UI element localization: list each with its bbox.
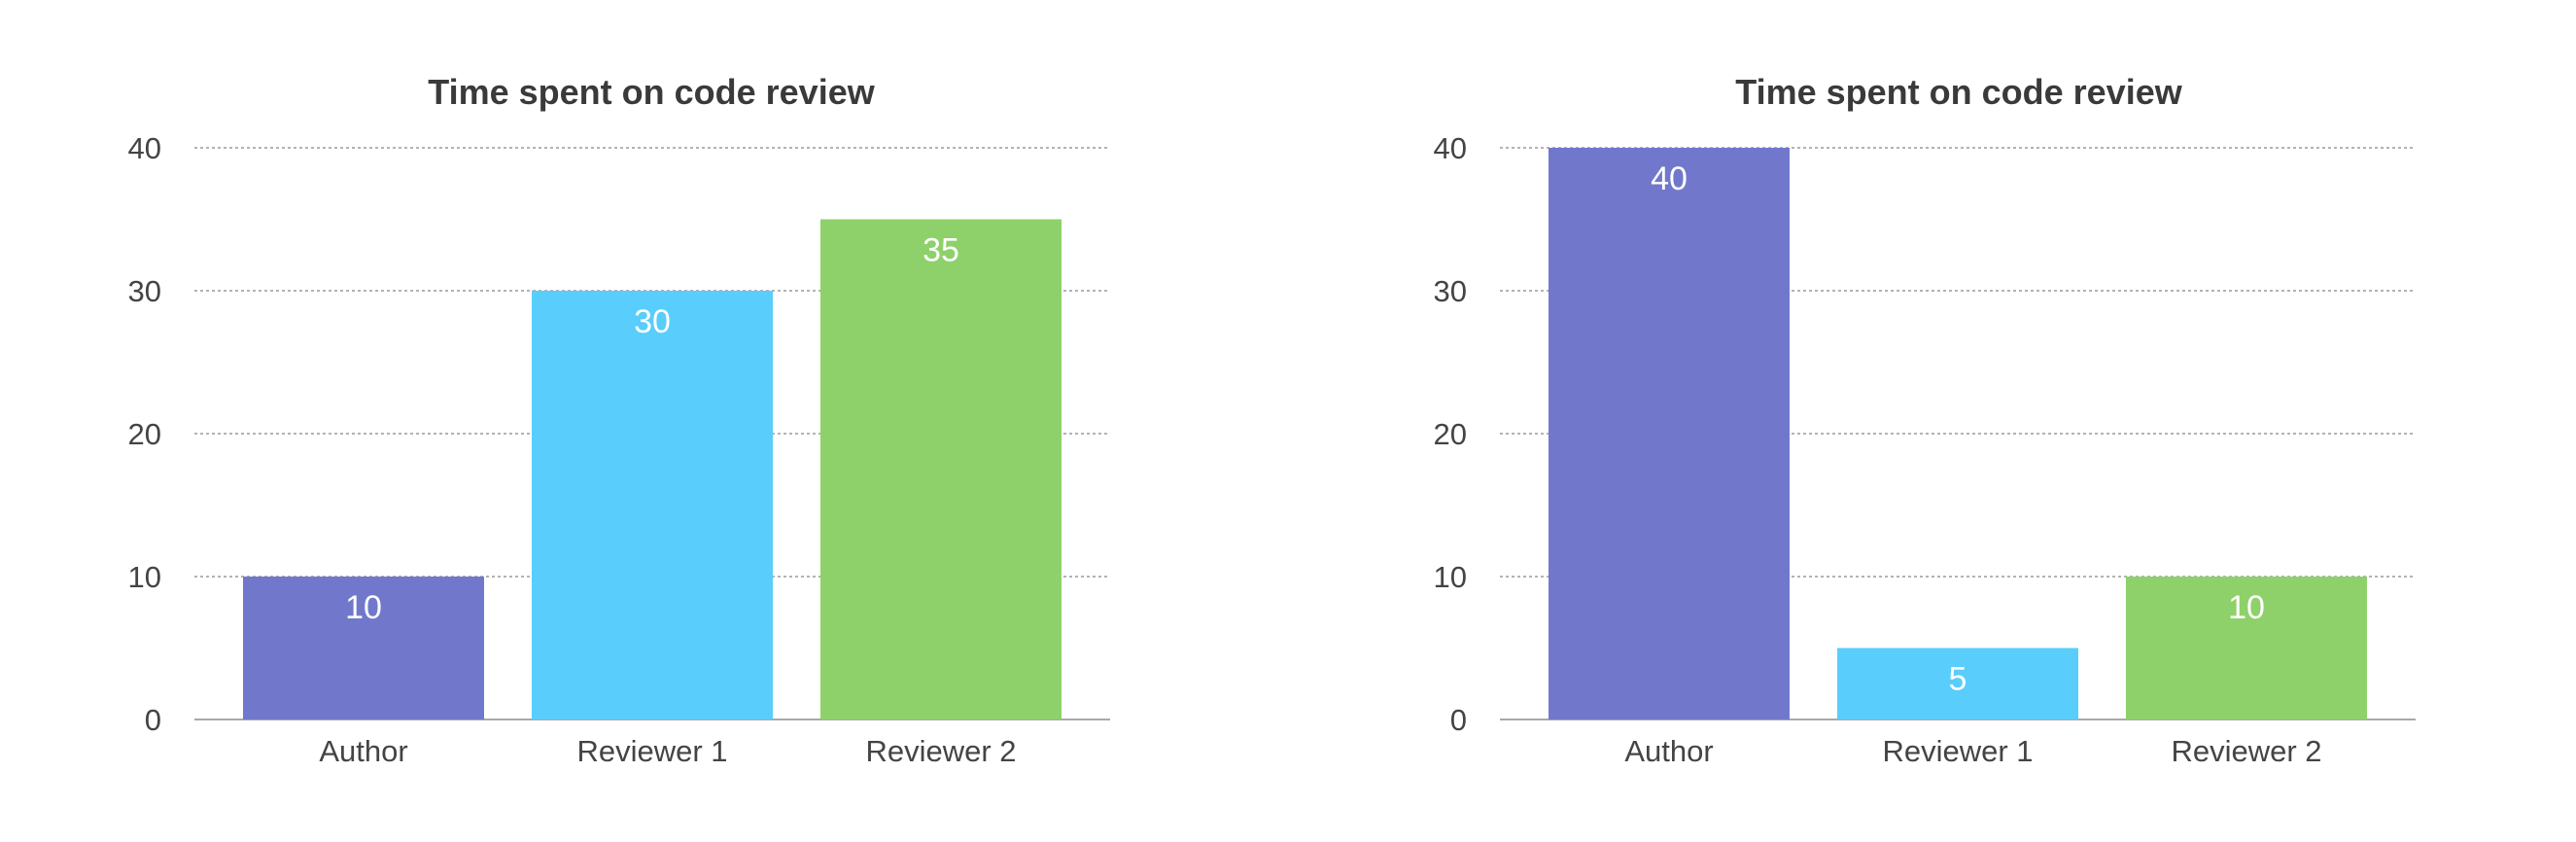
bar-chart-left: Time spent on code review 0 10 20 30 40 10 Aut… bbox=[128, 72, 1110, 768]
x-category-label: Reviewer 1 bbox=[1882, 734, 2033, 768]
y-tick-label: 10 bbox=[128, 560, 161, 594]
chart-title: Time spent on code review bbox=[1735, 72, 2182, 112]
x-category-label: Author bbox=[319, 734, 407, 768]
y-tick-label: 30 bbox=[1434, 274, 1467, 308]
y-tick-label: 30 bbox=[128, 274, 161, 308]
bar-reviewer-1 bbox=[1837, 648, 2078, 719]
bar-author bbox=[1549, 148, 1790, 719]
data-label: 30 bbox=[634, 303, 671, 340]
data-label: 10 bbox=[2228, 589, 2265, 626]
y-tick-label: 0 bbox=[145, 703, 161, 737]
bar-layer bbox=[243, 219, 1062, 719]
y-tick-label: 0 bbox=[1450, 703, 1467, 737]
bar-author bbox=[243, 577, 484, 719]
x-category-label: Reviewer 2 bbox=[865, 734, 1016, 768]
y-tick-label: 20 bbox=[128, 417, 161, 451]
x-category-label: Reviewer 1 bbox=[576, 734, 727, 768]
y-tick-label: 10 bbox=[1434, 560, 1467, 594]
bar-reviewer-1 bbox=[532, 291, 773, 719]
data-label: 5 bbox=[1949, 661, 1967, 698]
bar-chart-right: Time spent on code review 0 10 20 30 40 40 Aut… bbox=[1434, 72, 2416, 768]
y-tick-label: 40 bbox=[128, 131, 161, 165]
data-label: 40 bbox=[1651, 160, 1688, 197]
label-layer: 0 10 20 30 40 40 Author 5 Reviewer 1 10 Reviewer 2 bbox=[1434, 131, 2322, 768]
bar-reviewer-2 bbox=[2126, 577, 2367, 719]
chart-title: Time spent on code review bbox=[428, 72, 875, 112]
bar-reviewer-2 bbox=[820, 219, 1062, 719]
x-category-label: Reviewer 2 bbox=[2171, 734, 2321, 768]
bar-layer bbox=[1549, 148, 2367, 719]
x-category-label: Author bbox=[1624, 734, 1713, 768]
label-layer: 0 10 20 30 40 10 Author 30 Reviewer 1 35 Reviewer … bbox=[128, 131, 1017, 768]
data-label: 35 bbox=[922, 232, 959, 269]
y-tick-label: 40 bbox=[1434, 131, 1467, 165]
y-tick-label: 20 bbox=[1434, 417, 1467, 451]
data-label: 10 bbox=[345, 589, 382, 626]
